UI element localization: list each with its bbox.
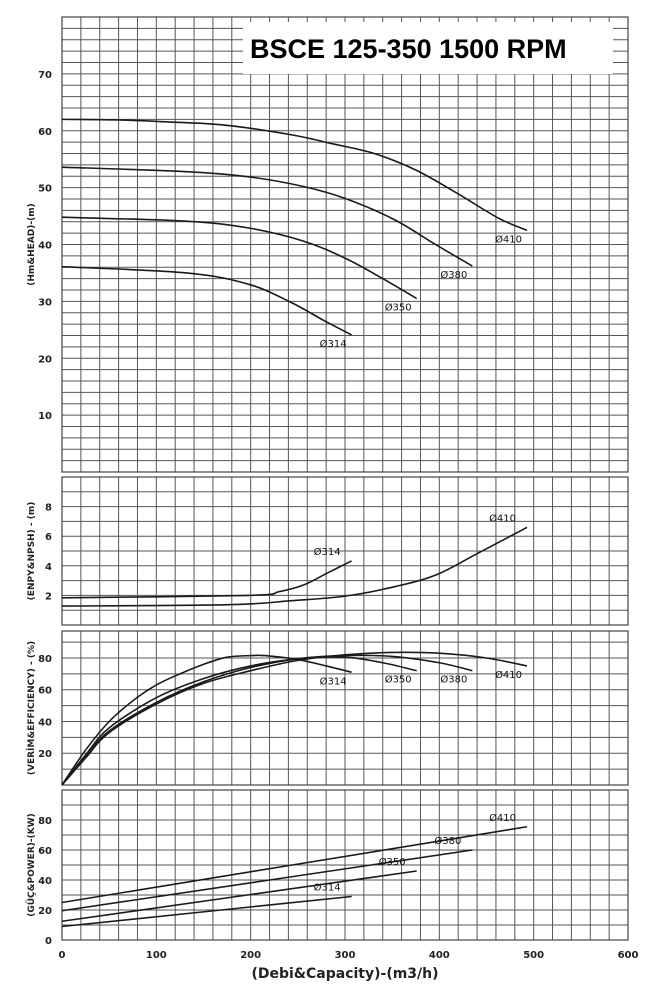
npsh-y-tick-label: 6 [45, 532, 52, 543]
npsh-frame [61, 476, 629, 626]
power-curve-d350 [61, 870, 417, 923]
power-y-tick-label: 80 [38, 816, 52, 827]
head-y-tick-label: 10 [38, 411, 52, 422]
npsh-y-axis-label: (ENPY&NPSH) - (m) [27, 502, 37, 601]
efficiency-series-label: Ø350 [385, 674, 412, 686]
npsh-curve-d314 [61, 560, 352, 599]
title-background [243, 22, 613, 74]
npsh-y-tick-label: 4 [45, 562, 52, 573]
head-y-tick-label: 70 [38, 70, 52, 81]
power-y-tick-label: 20 [38, 906, 52, 917]
head-series-label: Ø314 [320, 338, 347, 350]
head-series-label: Ø350 [385, 302, 412, 314]
head-y-tick-label: 40 [38, 241, 52, 252]
head-y-axis-label: (Hm&HEAD)-(m) [27, 203, 37, 285]
power-curve-d380 [61, 849, 473, 912]
head-curve-d410 [61, 118, 528, 232]
efficiency-curve-d350 [61, 656, 417, 786]
efficiency-curve-d410 [61, 651, 528, 786]
npsh-curve-d410 [61, 526, 528, 607]
efficiency-y-tick-label: 60 [38, 686, 52, 697]
power-y-tick-label: 40 [38, 876, 52, 887]
x-tick-label: 500 [523, 950, 544, 961]
power-y-tick-label: 0 [45, 936, 52, 947]
power-series-label: Ø380 [434, 835, 461, 847]
power-series-label: Ø410 [489, 812, 516, 824]
x-axis-label: (Debi&Capacity)-(m3/h) [251, 966, 438, 982]
power-curve-d314 [61, 895, 352, 928]
head-series-label: Ø380 [440, 269, 467, 281]
efficiency-frame [61, 630, 629, 786]
x-tick-label: 0 [59, 950, 66, 961]
npsh-y-tick-label: 2 [45, 591, 52, 602]
efficiency-series-label: Ø380 [440, 674, 467, 686]
x-tick-label: 600 [618, 950, 639, 961]
efficiency-series-label: Ø314 [320, 675, 347, 687]
x-tick-label: 100 [146, 950, 167, 961]
efficiency-curve-d314 [61, 654, 352, 786]
head-curve-d350 [61, 216, 418, 300]
npsh-y-tick-label: 8 [45, 503, 52, 514]
head-frame [61, 16, 629, 473]
npsh-series-label: Ø410 [489, 512, 516, 524]
efficiency-y-tick-label: 80 [38, 654, 52, 665]
head-series-label: Ø410 [495, 233, 522, 245]
npsh-panel: 2 4 6 8 (ENPY&NPSH) - (m) Ø314 Ø410 [27, 476, 629, 626]
npsh-series-label: Ø314 [314, 546, 341, 558]
head-curve-d314 [61, 265, 352, 336]
head-curve-d380 [61, 166, 473, 267]
efficiency-y-tick-label: 40 [38, 717, 52, 728]
efficiency-y-tick-label: 20 [38, 749, 52, 760]
head-y-tick-label: 50 [38, 184, 52, 195]
efficiency-series-label: Ø410 [495, 669, 522, 681]
efficiency-y-axis-label: (VERİM&EFFICIENCY) - (%) [26, 641, 37, 775]
efficiency-curve-d380 [61, 654, 473, 786]
efficiency-panel: 20 40 60 80(VERİM&EFFICIENCY) - (%) Ø314 Ø350… [26, 630, 629, 786]
power-series-label: Ø350 [379, 856, 406, 868]
head-y-tick-label: 60 [38, 127, 52, 138]
power-series-label: Ø314 [314, 882, 341, 894]
x-tick-label: 300 [335, 950, 356, 961]
chart-title: BSCE 125-350 1500 RPM [250, 34, 567, 64]
power-y-axis-label: (GÜÇ&POWER)-(KW) [26, 813, 37, 917]
power-frame [61, 789, 629, 941]
power-panel: 0 20 40 60 80(GÜÇ&POWER)-(KW) Ø410 Ø380 Ø350 Ø31… [26, 789, 629, 947]
head-y-tick-label: 30 [38, 297, 52, 308]
head-panel: 10 20 30 40 50 60 70 (Hm&HEAD)-(m) Ø410 Ø380 Ø350 Ø… [27, 16, 629, 473]
power-curve-d410 [61, 825, 528, 904]
head-y-tick-label: 20 [38, 354, 52, 365]
power-y-tick-label: 60 [38, 846, 52, 857]
x-tick-label: 400 [429, 950, 450, 961]
x-tick-label: 200 [240, 950, 261, 961]
